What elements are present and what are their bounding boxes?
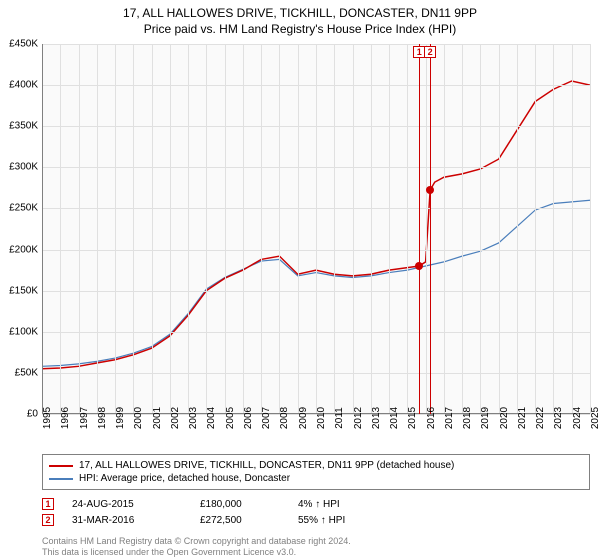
x-tick-label: 2020	[499, 407, 510, 429]
x-tick-label: 2005	[225, 407, 236, 429]
sale-date: 31-MAR-2016	[72, 515, 182, 526]
x-tick-label: 2022	[535, 407, 546, 429]
title-block: 17, ALL HALLOWES DRIVE, TICKHILL, DONCAS…	[0, 0, 600, 37]
y-tick-label: £200K	[9, 244, 38, 255]
sale-pct: 4% ↑ HPI	[298, 499, 408, 510]
sale-price: £180,000	[200, 499, 280, 510]
sales-table: 1 24-AUG-2015 £180,000 4% ↑ HPI 2 31-MAR…	[42, 496, 590, 528]
chart-area: 12 £0£50K£100K£150K£200K£250K£300K£350K£…	[42, 44, 590, 414]
y-tick-label: £350K	[9, 121, 38, 132]
x-tick-label: 2007	[261, 407, 272, 429]
x-axis: 1995199619971998199920002001200220032004…	[42, 416, 590, 456]
x-tick-label: 1996	[60, 407, 71, 429]
x-tick-label: 1997	[79, 407, 90, 429]
sale-price: £272,500	[200, 515, 280, 526]
legend-item-property: 17, ALL HALLOWES DRIVE, TICKHILL, DONCAS…	[49, 459, 583, 472]
x-tick-label: 2016	[426, 407, 437, 429]
legend-swatch-hpi	[49, 478, 73, 480]
x-tick-label: 2017	[444, 407, 455, 429]
x-tick-label: 2000	[133, 407, 144, 429]
x-tick-label: 1998	[97, 407, 108, 429]
x-tick-label: 2011	[334, 407, 345, 429]
footer-line1: Contains HM Land Registry data © Crown c…	[42, 536, 351, 547]
x-tick-label: 2025	[590, 407, 600, 429]
x-tick-label: 2021	[517, 407, 528, 429]
x-tick-label: 2001	[152, 407, 163, 429]
chart-marker-label: 2	[424, 46, 436, 58]
sale-marker-icon: 2	[42, 514, 54, 526]
legend-label-property: 17, ALL HALLOWES DRIVE, TICKHILL, DONCAS…	[79, 460, 454, 471]
x-tick-label: 2008	[279, 407, 290, 429]
footer-attribution: Contains HM Land Registry data © Crown c…	[42, 536, 351, 558]
y-tick-label: £300K	[9, 162, 38, 173]
x-tick-label: 2012	[353, 407, 364, 429]
x-tick-label: 1995	[42, 407, 53, 429]
x-tick-label: 2018	[462, 407, 473, 429]
y-tick-label: £50K	[15, 367, 38, 378]
x-tick-label: 2002	[170, 407, 181, 429]
y-tick-label: £250K	[9, 203, 38, 214]
legend-swatch-property	[49, 465, 73, 467]
x-tick-label: 2010	[316, 407, 327, 429]
y-tick-label: £150K	[9, 285, 38, 296]
x-tick-label: 2023	[553, 407, 564, 429]
x-tick-label: 2019	[480, 407, 491, 429]
x-tick-label: 1999	[115, 407, 126, 429]
sale-pct: 55% ↑ HPI	[298, 515, 408, 526]
title-subtitle: Price paid vs. HM Land Registry's House …	[0, 22, 600, 38]
sale-row: 2 31-MAR-2016 £272,500 55% ↑ HPI	[42, 512, 590, 528]
legend-box: 17, ALL HALLOWES DRIVE, TICKHILL, DONCAS…	[42, 454, 590, 490]
y-tick-label: £0	[27, 409, 38, 420]
x-tick-label: 2003	[188, 407, 199, 429]
chart-plot: 12	[42, 44, 590, 414]
y-tick-label: £100K	[9, 326, 38, 337]
sale-row: 1 24-AUG-2015 £180,000 4% ↑ HPI	[42, 496, 590, 512]
x-tick-label: 2015	[407, 407, 418, 429]
legend-item-hpi: HPI: Average price, detached house, Donc…	[49, 472, 583, 485]
x-tick-label: 2013	[371, 407, 382, 429]
y-axis: £0£50K£100K£150K£200K£250K£300K£350K£400…	[0, 44, 40, 414]
footer-line2: This data is licensed under the Open Gov…	[42, 547, 351, 558]
y-tick-label: £400K	[9, 80, 38, 91]
x-tick-label: 2006	[243, 407, 254, 429]
sale-date: 24-AUG-2015	[72, 499, 182, 510]
x-tick-label: 2024	[572, 407, 583, 429]
x-tick-label: 2014	[389, 407, 400, 429]
x-tick-label: 2009	[298, 407, 309, 429]
legend-label-hpi: HPI: Average price, detached house, Donc…	[79, 473, 290, 484]
x-tick-label: 2004	[206, 407, 217, 429]
sale-marker-icon: 1	[42, 498, 54, 510]
title-address: 17, ALL HALLOWES DRIVE, TICKHILL, DONCAS…	[0, 6, 600, 22]
y-tick-label: £450K	[9, 39, 38, 50]
